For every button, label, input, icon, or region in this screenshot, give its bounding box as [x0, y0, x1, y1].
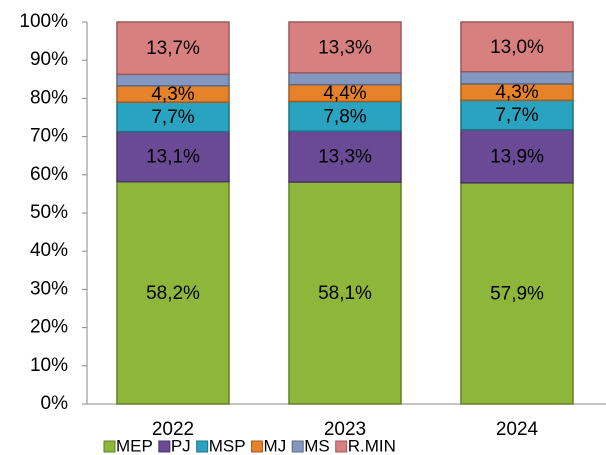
legend-label: PJ: [171, 436, 191, 455]
bar-segment: [116, 101, 230, 133]
data-label: 57,9%: [490, 283, 544, 304]
bar-segment: [116, 180, 230, 405]
bar-segment: [288, 100, 402, 133]
legend-marker: [196, 440, 209, 453]
data-label: 4,3%: [495, 82, 538, 103]
legend-marker: [251, 440, 264, 453]
bar-segment: [460, 182, 574, 405]
bar-segment: [460, 21, 574, 73]
data-label: 7,7%: [495, 105, 538, 126]
y-tick-label: 20%: [30, 317, 68, 338]
legend-marker: [291, 440, 304, 453]
y-tick-label: 0%: [41, 393, 69, 414]
data-label: 7,7%: [151, 107, 194, 128]
data-label: 13,9%: [490, 146, 544, 167]
y-tick-label: 50%: [30, 202, 68, 223]
x-tick-label: 2024: [496, 419, 539, 440]
legend-label: R.MIN: [348, 436, 396, 455]
y-tick-label: 60%: [30, 164, 68, 185]
y-tick-label: 30%: [30, 278, 68, 299]
x-tick-label: 2022: [152, 419, 194, 440]
y-tick-label: 10%: [30, 355, 68, 376]
legend-label: MSP: [209, 436, 246, 455]
y-tick-label: 90%: [30, 49, 68, 70]
bar-segment: [288, 72, 402, 86]
y-tick-label: 100%: [19, 11, 68, 32]
legend-label: MEP: [116, 436, 153, 455]
data-label: 13,0%: [490, 37, 544, 58]
data-label: 13,1%: [146, 147, 200, 168]
data-label: 4,3%: [151, 84, 194, 105]
bar-segment: [288, 130, 402, 183]
data-label: 58,1%: [318, 283, 372, 304]
y-tick-label: 40%: [30, 240, 68, 261]
bar-segment: [288, 21, 402, 74]
legend-label: MS: [304, 436, 330, 455]
data-label: 13,3%: [318, 147, 372, 168]
bar-segment: [116, 73, 230, 87]
data-label: 13,7%: [146, 38, 200, 59]
bar-segment: [116, 21, 230, 76]
legend-marker: [103, 440, 116, 453]
data-label: 4,4%: [323, 83, 366, 104]
legend-marker: [158, 440, 171, 453]
bar-segment: [460, 70, 574, 85]
data-label: 7,8%: [323, 106, 366, 127]
bar-segment: [460, 128, 574, 184]
bar-segment: [116, 130, 230, 183]
x-tick-label: 2023: [324, 419, 366, 440]
y-tick-label: 70%: [30, 126, 68, 147]
bar-segment: [460, 99, 574, 131]
y-tick-label: 80%: [30, 87, 68, 108]
data-label: 58,2%: [146, 283, 200, 304]
legend-label: MJ: [264, 436, 287, 455]
legend-marker: [335, 440, 348, 453]
data-label: 13,3%: [318, 37, 372, 58]
